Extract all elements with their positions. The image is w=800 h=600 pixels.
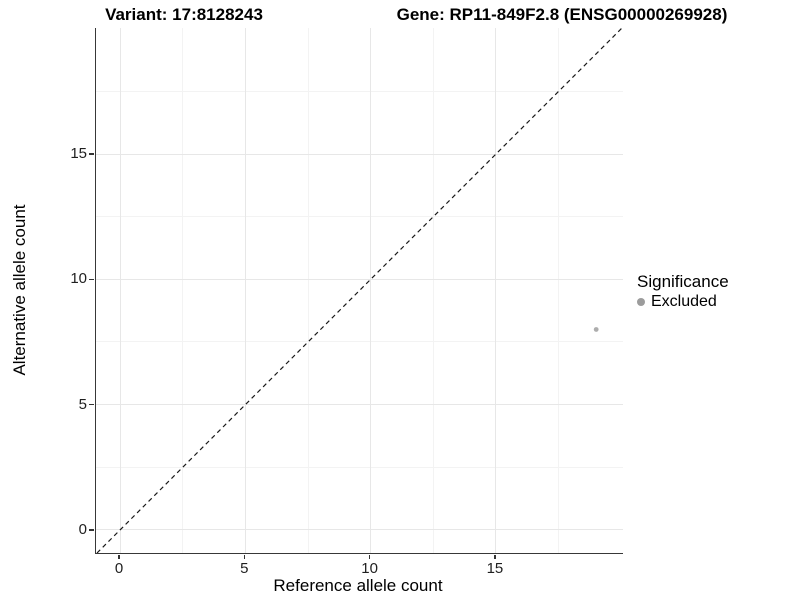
y-minor-gridline <box>96 90 623 92</box>
legend-entries: Excluded <box>637 293 729 311</box>
x-tick-label: 5 <box>240 560 249 577</box>
y-tick-mark <box>89 278 94 281</box>
variant-title: Variant: 17:8128243 <box>105 5 263 24</box>
x-minor-gridline <box>558 28 560 553</box>
y-tick-label: 0 <box>78 520 87 538</box>
y-tick-label: 10 <box>70 270 87 288</box>
plot-canvas <box>96 28 623 553</box>
legend: Significance Excluded <box>637 272 729 311</box>
x-major-gridline <box>495 28 497 553</box>
x-minor-gridline <box>307 28 309 553</box>
y-tick-label: 15 <box>70 145 87 163</box>
y-tick-mark <box>89 403 94 406</box>
x-axis-title: Reference allele count <box>273 576 443 595</box>
y-major-gridline <box>96 404 623 406</box>
legend-entry-label: Excluded <box>651 293 717 310</box>
y-major-gridline <box>96 529 623 531</box>
plot-panel <box>95 28 623 554</box>
y-axis-title: Alternative allele count <box>10 204 29 376</box>
x-minor-gridline <box>432 28 434 553</box>
x-tick-mark <box>118 554 120 560</box>
x-major-gridline <box>370 28 372 553</box>
x-major-gridline <box>119 28 121 553</box>
y-tick-mark <box>89 529 94 531</box>
x-tick-label: 15 <box>486 560 504 577</box>
y-major-gridline <box>96 153 623 155</box>
y-minor-gridline <box>96 341 623 343</box>
x-minor-gridline <box>182 28 184 553</box>
x-tick-mark <box>243 554 246 560</box>
legend-point-icon <box>637 298 645 306</box>
x-tick-label: 10 <box>361 560 378 577</box>
identity-line <box>96 28 623 553</box>
y-minor-gridline <box>96 216 623 218</box>
y-major-gridline <box>96 278 623 280</box>
x-tick-mark <box>368 554 371 560</box>
legend-entry: Excluded <box>637 293 729 311</box>
gene-title: Gene: RP11-849F2.8 (ENSG00000269928) <box>396 5 728 24</box>
data-point <box>593 327 599 332</box>
y-minor-gridline <box>96 466 623 468</box>
legend-title: Significance <box>637 272 729 291</box>
x-tick-label: 0 <box>114 560 124 577</box>
x-major-gridline <box>244 28 246 553</box>
y-tick-mark <box>89 153 94 155</box>
y-tick-label: 5 <box>78 395 87 413</box>
x-tick-mark <box>494 554 496 560</box>
